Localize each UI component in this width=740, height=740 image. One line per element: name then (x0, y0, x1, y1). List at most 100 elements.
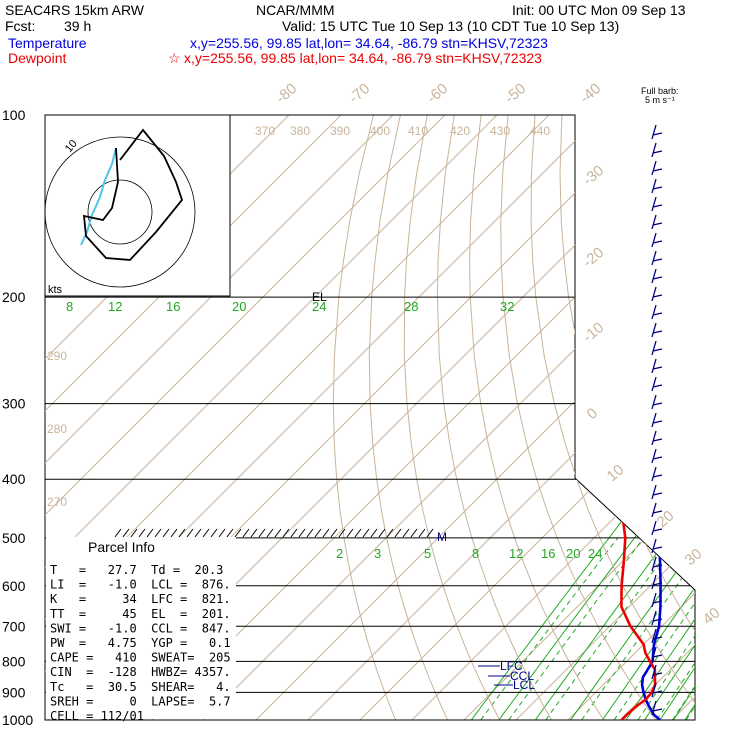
temperature-station-info: x,y=255.56, 99.85 lat,lon= 34.64, -86.79… (190, 35, 548, 51)
mixing-label: 24 (312, 299, 326, 314)
hatch-mark (194, 528, 202, 538)
isotherm-label: -40 (577, 80, 605, 107)
parcel-info-row: SREH = 0 LAPSE= 5.7 (50, 694, 231, 708)
wind-barb-staff (651, 574, 657, 590)
isotherm-label: -20 (580, 244, 608, 271)
hatch-mark (202, 528, 210, 538)
isotherm-line (515, 115, 695, 720)
mixing-ratio-line (684, 296, 695, 720)
parcel-info-row: TT = 45 EL = 201. (50, 607, 231, 621)
wind-barb-staff (651, 268, 657, 284)
isotherm-line (619, 115, 695, 720)
wind-barb-flag (652, 690, 663, 694)
hatch-mark (322, 528, 330, 538)
mixing-ratio-line (602, 296, 695, 720)
isotherm-line (45, 115, 498, 720)
hatch-mark (218, 528, 226, 538)
wind-barb-staff (651, 412, 657, 428)
wind-barb-staff (651, 178, 657, 194)
hatch-mark (362, 528, 370, 538)
mixing-ratio-dashed-line (656, 537, 695, 720)
wind-barb-flag (652, 402, 663, 406)
hatch-mark (314, 528, 322, 538)
hatch-mark (346, 528, 354, 538)
wind-barb-flag (652, 294, 663, 298)
wind-barb-flag (652, 600, 663, 604)
theta-label: 370 (255, 124, 275, 138)
pressure-label: 600 (2, 578, 26, 594)
theta-label: 440 (530, 124, 550, 138)
forecast-hour: 39 h (64, 18, 91, 34)
wind-barb-flag (652, 708, 663, 712)
wind-barb-flag (652, 222, 663, 226)
mixing-label: 20 (566, 546, 580, 561)
wind-barb-staff (651, 286, 657, 302)
wind-barb-staff (651, 304, 657, 320)
hatch-mark (170, 528, 178, 538)
lcl-label: LCL (513, 678, 535, 692)
dewpoint-station-info: x,y=255.56, 99.85 lat,lon= 34.64, -86.79… (184, 50, 542, 66)
wind-barb-flag (652, 150, 663, 154)
dry-adiabat-line (332, 115, 397, 720)
mixing-ratio-line (659, 296, 695, 720)
wind-barb-staff (651, 502, 657, 518)
parcel-info-row: CELL = 112/01 (50, 709, 144, 723)
parcel-info-row: Tc = 30.5 SHEAR= 4. (50, 680, 231, 694)
isotherm-line (724, 115, 740, 720)
wind-barb-staff (651, 556, 657, 572)
parcel-info-row: CAPE = 410 SWEAT= 205 (50, 651, 231, 665)
wind-barb-flag (652, 672, 663, 676)
wind-barb-flag (652, 366, 663, 370)
isotherm-label: -30 (580, 162, 608, 189)
mixing-label: 8 (472, 546, 479, 561)
theta-label: 270 (47, 495, 67, 509)
pressure-axis-labels: 100 200 300 400 500 600 700 800 900 1000 (2, 107, 33, 728)
pressure-label: 1000 (2, 712, 33, 728)
isotherm-line (45, 115, 342, 720)
wind-barb-flag (652, 420, 663, 424)
wind-barb-staff (651, 664, 657, 680)
mixing-ratio-dashed-line (545, 537, 679, 720)
ccl-label: CCL (510, 669, 534, 683)
sounding-traces (591, 115, 695, 720)
hodograph-inset: 10 kts (44, 114, 231, 297)
isotherm-line (307, 115, 695, 720)
hodograph-ring-inner (87, 179, 153, 245)
isotherm-label: 10 (604, 461, 628, 485)
mixing-ratio-dashed-line (672, 537, 695, 720)
pressure-label: 300 (2, 396, 26, 412)
forecast-label: Fcst: (5, 18, 35, 34)
wind-barb-flag (652, 186, 663, 190)
wind-barb-flag (652, 582, 663, 586)
isotherm-line (567, 115, 695, 720)
parcel-info-row: CIN = -128 HWBZ= 4357. (50, 665, 231, 679)
hatch-mark (410, 528, 418, 538)
wind-barb-flag (652, 132, 663, 136)
mixing-label: 8 (66, 299, 73, 314)
mixing-label: 32 (500, 299, 514, 314)
wind-barb-staff (651, 232, 657, 248)
mixing-label: 24 (588, 546, 602, 561)
theta-label: 410 (408, 124, 428, 138)
theta-label: 290 (47, 349, 67, 363)
hatch-mark (122, 528, 130, 538)
hatch-mark (242, 528, 250, 538)
pressure-label: 800 (2, 653, 26, 669)
mixing-label: 16 (166, 299, 180, 314)
pressure-label: 500 (2, 530, 26, 546)
isotherm-label: -60 (424, 80, 452, 107)
barb-title: Full barb: (641, 86, 679, 96)
wind-barb-flag (652, 276, 663, 280)
wind-barb-flag (652, 204, 663, 208)
mixing-label: 3 (374, 546, 381, 561)
isotherm-line (45, 115, 394, 720)
hatch-mark (402, 528, 410, 538)
isotherm-line (463, 115, 695, 720)
wind-barb-staff (651, 340, 657, 356)
hatch-mark (210, 528, 218, 538)
wind-barb-staff (651, 142, 657, 158)
wind-barb-flag (652, 546, 663, 550)
isotherm-label: 40 (700, 604, 724, 628)
wind-barb-staff (651, 394, 657, 410)
hatch-mark (226, 528, 234, 538)
